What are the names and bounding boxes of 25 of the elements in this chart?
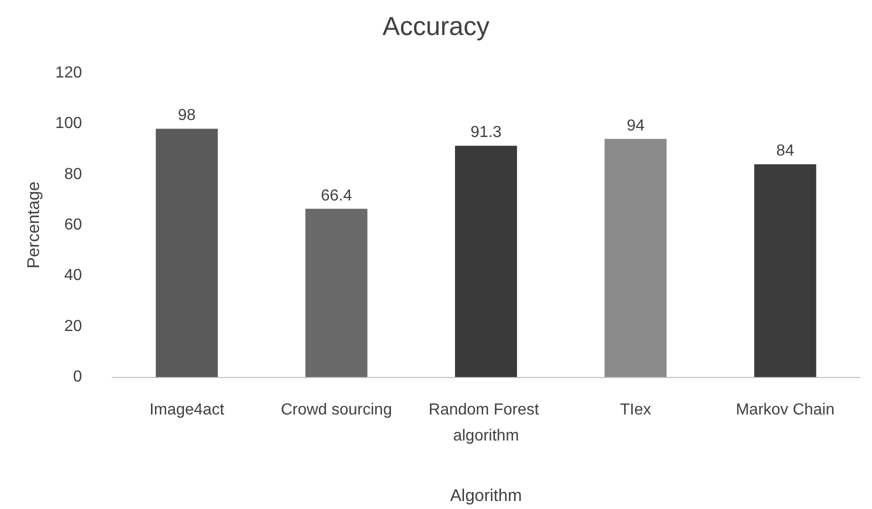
y-tick-label: 60 (64, 216, 82, 234)
data-label: 84 (776, 142, 794, 160)
y-tick-label: 40 (64, 267, 82, 284)
data-label: 66.4 (320, 187, 352, 204)
data-label: 91.3 (470, 124, 502, 142)
data-label: 98 (178, 107, 196, 124)
bar (156, 128, 218, 377)
y-tick-label: 120 (55, 64, 82, 82)
x-tick-label: Image4act (149, 402, 225, 418)
bar (604, 138, 667, 377)
bar (455, 146, 517, 377)
bar (305, 208, 368, 377)
x-axis-title: Algorithm (450, 486, 522, 505)
y-tick-label: 0 (73, 368, 82, 386)
x-tick-label: Random Forest algorithm (428, 402, 544, 444)
x-tick-label: TIex (620, 402, 652, 418)
bar (754, 164, 816, 377)
x-tick-label: Markov Chain (736, 402, 835, 418)
x-tick-label: Crowd sourcing (280, 402, 392, 418)
chart-title: Accuracy (382, 11, 490, 41)
y-axis-title: Percentage (24, 182, 43, 268)
data-label: 94 (626, 117, 645, 134)
y-tick-label: 80 (64, 166, 82, 183)
y-tick-label: 100 (55, 115, 82, 132)
y-tick-label: 20 (64, 318, 82, 335)
